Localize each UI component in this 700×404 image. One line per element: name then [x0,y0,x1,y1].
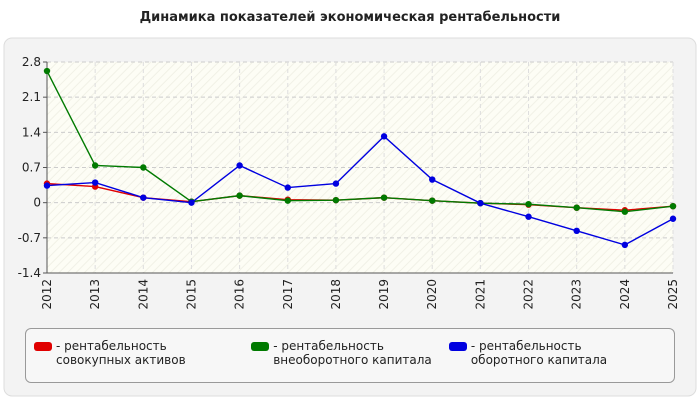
data-point [669,215,677,222]
data-point [429,176,436,183]
x-tick-label: 2021 [473,279,487,310]
x-tick-label: 2024 [618,279,632,310]
legend-label: - рентабельность оборотного капитала [470,339,608,367]
series-line [46,135,674,246]
x-tick-label: 2020 [425,279,439,310]
y-tick-label: -0.7 [18,231,41,245]
series-line [46,70,674,213]
data-point [525,200,532,208]
data-point [621,208,629,215]
data-point [91,179,99,186]
y-tick-label: 0.7 [22,161,41,175]
x-tick-label: 2016 [233,279,247,310]
y-tick-label: 0 [33,196,41,210]
x-tick-label: 2013 [88,279,102,310]
y-tick-label: 1.4 [22,125,41,139]
x-tick-label: 2025 [666,279,680,310]
legend-swatch [448,342,467,351]
data-point [669,202,677,210]
data-point [525,213,532,220]
data-point [91,162,99,169]
data-point [43,182,51,189]
legend-swatch [34,342,52,351]
data-point [573,227,580,234]
data-point [140,164,147,171]
data-point [429,197,436,204]
data-point [236,162,243,169]
x-tick-label: 2022 [522,279,536,310]
data-point [573,204,580,211]
data-point [332,180,340,187]
x-tick-label: 2017 [281,279,295,310]
data-point [332,196,340,204]
data-point [236,192,243,199]
legend-swatch [251,342,270,351]
data-point [380,133,388,140]
data-point [188,199,195,206]
y-tick-label: -1.4 [18,266,41,280]
data-point [284,197,291,204]
x-tick-label: 2015 [184,279,198,310]
legend-item: - рентабельность оборотного капитала [448,339,654,382]
data-point [621,241,629,249]
legend-label: - рентабельность внеоборотного капитала [273,339,432,367]
data-point [284,184,291,191]
x-tick-label: 2018 [329,279,343,310]
legend-item: - рентабельность внеоборотного капитала [251,339,437,382]
y-tick-label: 2.1 [22,90,41,104]
data-point [43,67,51,75]
legend: - рентабельность совокупных активов - рен… [25,328,675,383]
data-point [477,199,484,207]
x-tick-label: 2019 [377,279,391,310]
x-tick-label: 2012 [40,279,54,310]
x-tick-label: 2023 [570,279,584,310]
x-tick-label: 2014 [136,279,150,310]
data-point [140,194,147,201]
legend-label: - рентабельность совокупных активов [56,339,186,367]
chart-title: Динамика показателей экономическая рента… [140,10,561,25]
data-point [380,194,388,201]
legend-item: - рентабельность совокупных активов [34,339,239,382]
y-tick-label: 2.8 [22,55,41,69]
